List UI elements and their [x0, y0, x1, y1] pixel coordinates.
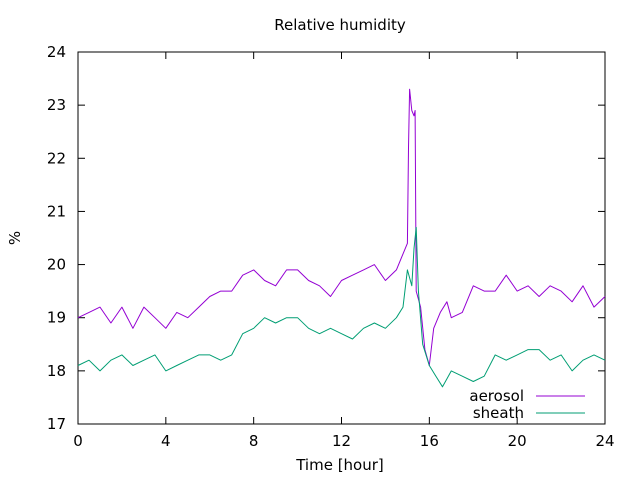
series-lines	[77, 88, 606, 388]
legend-label-sheath: sheath	[473, 404, 524, 422]
y-tick-label: 20	[47, 256, 66, 274]
y-tick-label: 18	[47, 362, 66, 380]
x-tick-label: 20	[508, 432, 527, 450]
plot-border	[77, 51, 606, 425]
x-axis-label: Time [hour]	[295, 456, 384, 474]
x-tick-label: 12	[332, 432, 351, 450]
y-axis-label: %	[6, 231, 24, 245]
x-tick-label: 16	[420, 432, 439, 450]
y-tick-label: 17	[47, 415, 66, 433]
y-tick-label: 23	[47, 96, 66, 114]
x-axis: 0 4 8 12 16 20 24	[73, 52, 615, 450]
y-tick-label: 21	[47, 202, 66, 220]
plot-frame	[77, 51, 606, 425]
x-tick-label: 4	[161, 432, 171, 450]
y-axis: 17 18 19 20 21 22 23 24	[47, 43, 605, 433]
y-tick-label: 19	[47, 309, 66, 327]
x-tick-label: 24	[595, 432, 614, 450]
x-tick-label: 0	[73, 432, 83, 450]
y-tick-label: 22	[47, 149, 66, 167]
x-tick-label: 8	[249, 432, 259, 450]
series-line-aerosol	[77, 88, 606, 366]
legend-label-aerosol: aerosol	[469, 387, 524, 405]
y-tick-label: 24	[47, 43, 66, 61]
chart-title: Relative humidity	[274, 16, 406, 34]
series-line-sheath	[77, 226, 606, 388]
